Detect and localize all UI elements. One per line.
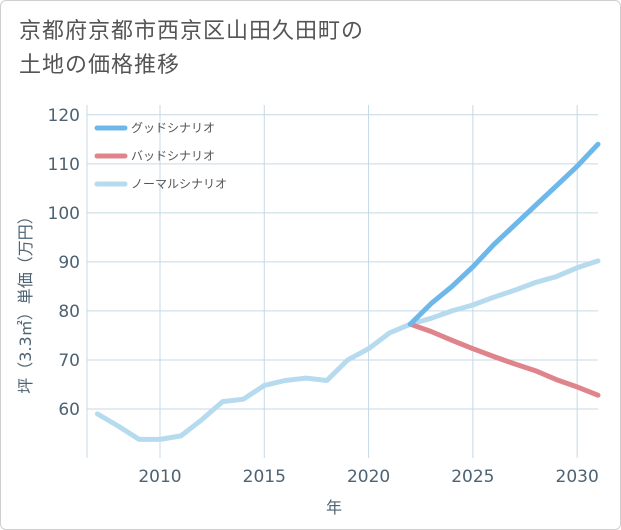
y-axis-label: 坪（3.3㎡）単価（万円） [16,208,35,393]
series-line-bad [407,321,601,398]
y-tick-label-80: 80 [58,302,80,322]
chart-title-line-2: 土地の価格推移 [19,53,181,78]
y-tick-label-90: 90 [58,253,80,273]
grid-lines [86,105,598,458]
y-tick-label-70: 70 [58,351,80,371]
x-tick-label-2010: 2010 [138,467,181,487]
x-tick-label-2030: 2030 [556,467,599,487]
x-axis-ticks: 2010 2015 2020 2025 2030 [138,467,598,487]
series-line-normal [94,258,601,442]
legend-label-normal: ノーマルシナリオ [131,177,227,191]
legend: グッドシナリオ バッドシナリオ ノーマルシナリオ [94,121,227,191]
legend-label-good: グッドシナリオ [131,121,215,135]
chart-title-line-1: 京都府京都市西京区山田久田町の [19,19,365,44]
x-tick-label-2020: 2020 [347,467,390,487]
x-tick-label-2015: 2015 [243,467,286,487]
y-tick-label-100: 100 [48,204,80,224]
chart-title: 京都府京都市西京区山田久田町の 土地の価格推移 [19,15,439,83]
y-axis-ticks: 60 70 80 90 100 110 120 [48,106,80,420]
y-tick-label-60: 60 [58,400,80,420]
y-tick-label-120: 120 [48,106,80,126]
y-tick-label-110: 110 [48,155,80,175]
x-axis-label: 年 [326,498,342,517]
legend-label-bad: バッドシナリオ [131,149,215,163]
series-lines [94,141,601,442]
x-tick-label-2025: 2025 [451,467,494,487]
series-line-good [407,141,601,327]
